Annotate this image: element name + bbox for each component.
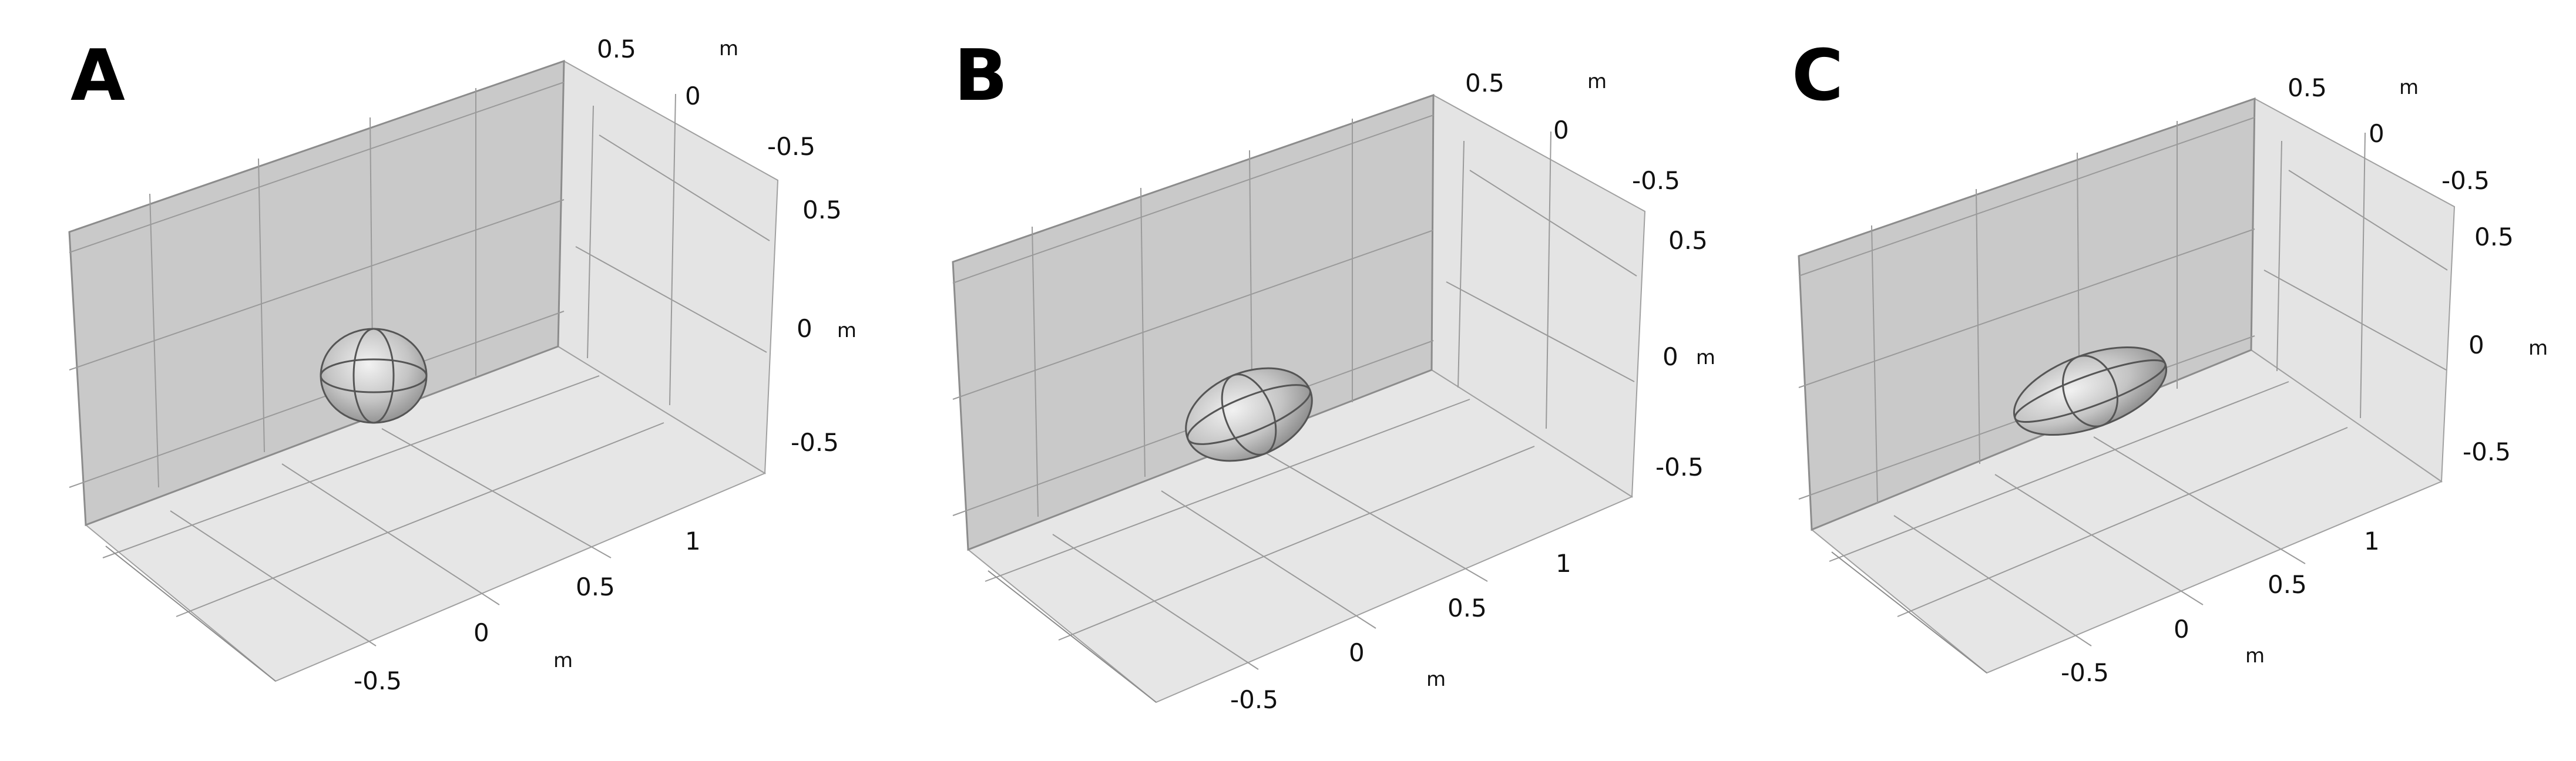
tick-label: -0.5: [1230, 685, 1278, 714]
tick-label: 0.5: [1447, 594, 1487, 622]
tick-label: 1: [2364, 527, 2380, 555]
tick-label: 0.5: [1465, 69, 1504, 97]
tick-label: 0: [1349, 638, 1365, 667]
z-axis-ticks: 0.5 0 -0.5 m: [2288, 73, 2490, 195]
x-axis-edge: [105, 546, 276, 682]
tick-label: 0: [2468, 331, 2484, 359]
tick-label: -0.5: [767, 132, 815, 161]
y-axis-ticks: 0.5 0 -0.5 m: [2463, 223, 2548, 466]
axis-box: [1798, 97, 2456, 674]
ellipsoid: [320, 328, 428, 424]
back-wall: [952, 93, 1435, 551]
unit-label: m: [1587, 70, 1607, 93]
tick-label: 0: [797, 314, 812, 343]
unit-label: m: [719, 37, 738, 60]
tick-label: 0.5: [802, 196, 842, 224]
tick-label: 0: [1553, 116, 1569, 144]
x-axis-edge: [988, 570, 1157, 703]
tick-label: -0.5: [354, 666, 402, 695]
panel-b-canvas: 0.5 0 -0.5 m 0.5 0 -0.5 m 1 0.5 0 -0.5 m…: [952, 35, 1715, 714]
axis-box: [68, 59, 779, 682]
panel-c-canvas: 0.5 0 -0.5 m 0.5 0 -0.5 m 1 0.5 0 -0.5 m…: [1792, 35, 2548, 687]
y-axis-ticks: 0.5 0 -0.5 m: [1655, 226, 1715, 481]
y-axis-ticks: 0.5 0 -0.5 m: [791, 196, 857, 457]
tick-label: 0: [2369, 119, 2384, 148]
panel-letter: C: [1792, 35, 1843, 117]
panel-letter: B: [954, 35, 1007, 117]
unit-label: m: [1696, 346, 1715, 369]
tick-label: -0.5: [1655, 453, 1704, 481]
tick-label: -0.5: [2463, 437, 2511, 466]
x-axis-ticks: 1 0.5 0 -0.5 m: [2061, 527, 2380, 687]
z-axis-ticks: 0.5 0 -0.5 m: [597, 35, 815, 161]
grid-lines: [952, 115, 1637, 670]
tick-label: 0.5: [576, 573, 615, 601]
tick-label: -0.5: [2061, 658, 2109, 687]
tick-label: 0: [2174, 615, 2189, 644]
axis-box: [952, 93, 1646, 703]
x-axis-ticks: 1 0.5 0 -0.5 m: [1230, 549, 1571, 714]
tick-label: 0: [473, 618, 489, 647]
tick-label: -0.5: [1632, 166, 1680, 195]
tick-label: -0.5: [791, 428, 839, 457]
unit-label: m: [837, 319, 857, 342]
tick-label: 0.5: [1668, 226, 1708, 255]
x-axis-ticks: 1 0.5 0 -0.5 m: [354, 527, 701, 695]
tick-label: 0.5: [2268, 570, 2307, 599]
tick-label: -0.5: [2441, 166, 2490, 195]
panel-b: 0.5 0 -0.5 m 0.5 0 -0.5 m 1 0.5 0 -0.5 m…: [859, 0, 1718, 761]
z-axis-ticks: 0.5 0 -0.5 m: [1465, 69, 1680, 195]
tick-label: 0: [685, 82, 701, 110]
panel-letter: A: [70, 35, 125, 117]
tick-label: 0.5: [597, 35, 636, 63]
unit-label: m: [553, 649, 573, 672]
tick-label: 0.5: [2288, 73, 2327, 102]
tick-label: 0: [1663, 342, 1678, 371]
unit-label: m: [2399, 76, 2419, 99]
unit-label: m: [2245, 644, 2265, 668]
x-axis-edge: [1831, 551, 1987, 674]
tick-label: 1: [685, 527, 701, 555]
panel-a-canvas: 0.5 0 -0.5 m 0.5 0 -0.5 m 1 0.5 0 -0.5 m…: [68, 35, 857, 695]
unit-label: m: [1426, 668, 1446, 691]
ellipsoid: [1185, 367, 1313, 462]
ellipsoid: [2013, 346, 2168, 436]
tick-label: 1: [1556, 549, 1571, 578]
back-wall: [1798, 97, 2256, 531]
panel-a: 0.5 0 -0.5 m 0.5 0 -0.5 m 1 0.5 0 -0.5 m…: [0, 0, 859, 761]
unit-label: m: [2528, 336, 2548, 360]
tick-label: 0.5: [2474, 223, 2514, 251]
panel-c: 0.5 0 -0.5 m 0.5 0 -0.5 m 1 0.5 0 -0.5 m…: [1718, 0, 2576, 761]
back-wall: [68, 59, 565, 527]
